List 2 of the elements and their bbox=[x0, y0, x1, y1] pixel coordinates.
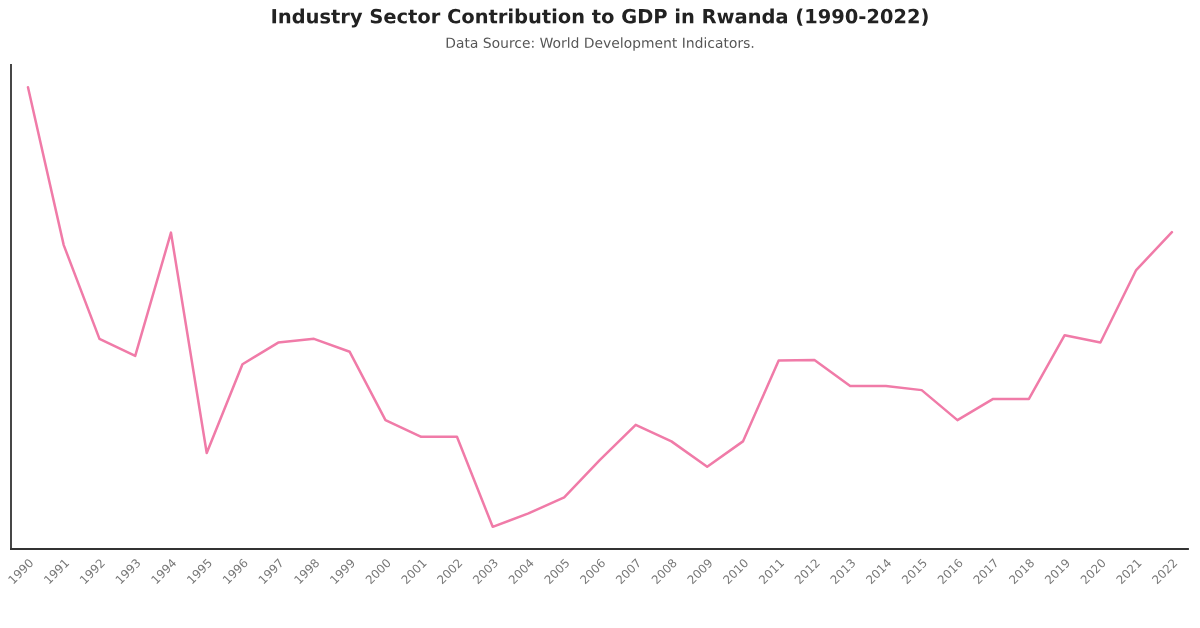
chart-title: Industry Sector Contribution to GDP in Rwanda (1990-2022) bbox=[272, 8, 928, 28]
chart-subtitle: Data Source: World Development Indicators. bbox=[446, 37, 754, 51]
